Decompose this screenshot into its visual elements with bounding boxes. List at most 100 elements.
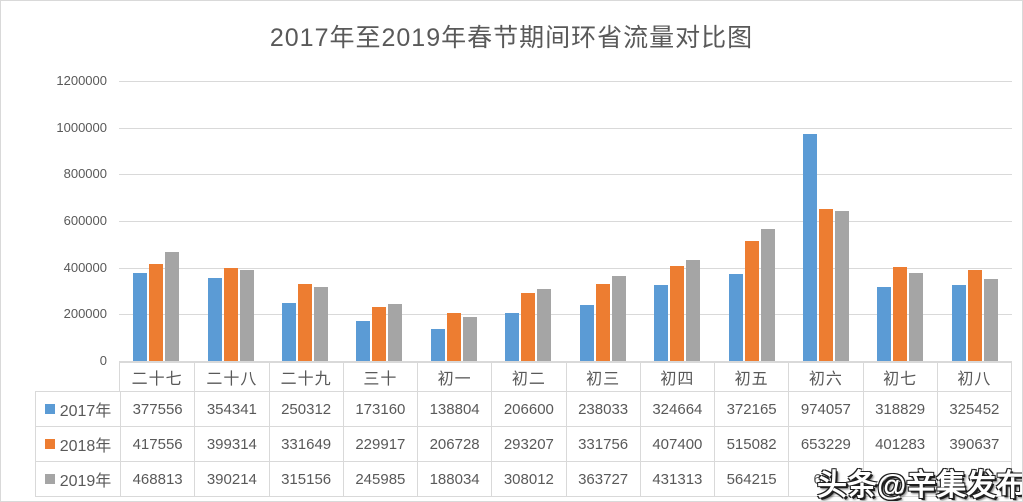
value-cell: 331756 <box>565 427 640 461</box>
bar-2017年 <box>133 273 148 361</box>
category-cell: 初三 <box>565 363 640 391</box>
legend-cell: 2017年 <box>36 392 120 426</box>
y-axis-tick-label: 400000 <box>63 260 107 275</box>
value-cell: 354341 <box>194 392 268 426</box>
bar-2019年 <box>686 260 701 361</box>
category-cell: 初六 <box>788 363 862 391</box>
y-axis-tick-label: 1000000 <box>56 120 107 135</box>
legend-cell: 2018年 <box>36 427 120 461</box>
legend-key-2019年 <box>44 474 55 484</box>
bar-group <box>640 81 714 361</box>
value-cell: 377556 <box>120 392 194 426</box>
gridline <box>119 314 1012 315</box>
value-cell: 372165 <box>714 392 788 426</box>
watermark: 头条@辛集发布 <box>817 469 1023 502</box>
table-row: 2018年 417556 399314 331649 229917 206728 29320… <box>35 426 1012 461</box>
category-cell: 二十八 <box>194 363 268 391</box>
value-cell <box>862 462 937 496</box>
gridline <box>119 81 1012 82</box>
bar-2017年 <box>207 278 222 361</box>
y-axis-tick-label: 800000 <box>63 166 107 181</box>
value-cell: 417556 <box>120 427 194 461</box>
bar-2017年 <box>802 134 817 361</box>
value-cell <box>936 462 1011 496</box>
value-cell: 245985 <box>342 462 417 496</box>
value-cell: 564215 <box>714 462 788 496</box>
value-cell: 468813 <box>120 462 194 496</box>
y-axis-tick-label: 200000 <box>63 306 107 321</box>
value-cell: 229917 <box>342 427 417 461</box>
y-axis-tick-label: 1200000 <box>56 73 107 88</box>
bar-2017年 <box>951 285 966 361</box>
bar-2019年 <box>314 287 329 361</box>
bar-2019年 <box>239 270 254 361</box>
bar-2017年 <box>654 285 669 361</box>
value-cell: 515082 <box>714 427 788 461</box>
bar-group <box>119 81 193 361</box>
legend-label: 2019年 <box>59 473 112 490</box>
bar-2018年 <box>149 264 164 361</box>
bar-2018年 <box>372 307 387 361</box>
category-cell: 初一 <box>417 363 491 391</box>
gridline <box>119 174 1012 175</box>
bar-2018年 <box>298 284 313 361</box>
y-axis-tick-label: 0 <box>99 353 107 368</box>
bar-2019年 <box>834 211 849 361</box>
value-cell: 206600 <box>491 392 565 426</box>
bar-group <box>193 81 267 361</box>
y-axis-tick-label: 600000 <box>63 213 107 228</box>
category-cell: 二十七 <box>131 371 183 388</box>
bar-2019年 <box>611 276 626 361</box>
value-cell: 641 <box>788 462 862 496</box>
value-cell: 407400 <box>639 427 714 461</box>
value-cell: 331649 <box>268 427 343 461</box>
value-cell: 324664 <box>639 392 714 426</box>
category-cell: 初七 <box>862 363 937 391</box>
bar-2019年 <box>165 252 180 361</box>
category-cell: 二十九 <box>268 363 343 391</box>
value-cell: 318829 <box>862 392 937 426</box>
category-cell: 三十 <box>342 363 417 391</box>
value-cell: 325452 <box>936 392 1011 426</box>
bar-2019年 <box>388 304 403 361</box>
bar-2018年 <box>893 267 908 361</box>
bar-group <box>714 81 788 361</box>
bar-group <box>938 81 1012 361</box>
bar-group <box>417 81 491 361</box>
bar-2019年 <box>760 229 775 361</box>
value-cell: 399314 <box>194 427 268 461</box>
value-cell: 363727 <box>565 462 640 496</box>
bar-2017年 <box>505 313 520 361</box>
bar-group <box>863 81 937 361</box>
bar-2018年 <box>744 241 759 361</box>
legend-cell: 2019年 <box>36 462 120 496</box>
bar-group <box>789 81 863 361</box>
value-cell: 390214 <box>194 462 268 496</box>
bar-2018年 <box>223 268 238 361</box>
bar-group <box>268 81 342 361</box>
bar-group <box>491 81 565 361</box>
value-cell: 238033 <box>565 392 640 426</box>
category-axis-row: 二十七 二十八 二十九 三十 初一 初二 初三 初四 初五 初六 初七 初八 <box>119 362 1012 391</box>
value-cell: 293207 <box>491 427 565 461</box>
legend-label: 2017年 <box>59 403 112 420</box>
bar-2017年 <box>282 303 297 361</box>
category-cell: 初二 <box>491 363 565 391</box>
gridline <box>119 361 1012 362</box>
bar-group <box>566 81 640 361</box>
value-cell: 173160 <box>342 392 417 426</box>
value-cell: 974057 <box>788 392 862 426</box>
bar-2017年 <box>728 274 743 361</box>
bar-2018年 <box>967 270 982 361</box>
bar-2018年 <box>521 293 536 361</box>
bar-2019年 <box>909 273 924 361</box>
category-cell: 初八 <box>936 363 1011 391</box>
legend-key-2017年 <box>44 404 55 414</box>
legend-key-2018年 <box>44 439 55 449</box>
gridline <box>119 268 1012 269</box>
bar-2019年 <box>537 289 552 361</box>
value-cell: 188034 <box>417 462 491 496</box>
bar-2017年 <box>877 287 892 361</box>
